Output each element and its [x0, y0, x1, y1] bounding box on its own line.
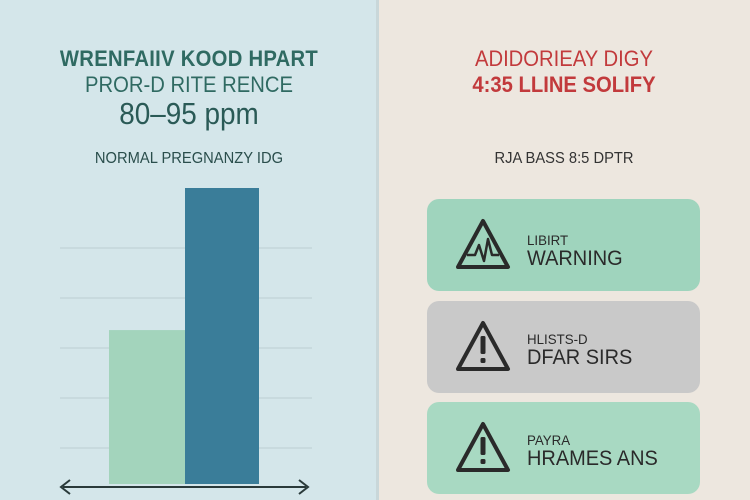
right-title-line2: 4:35 LLINE SOLIFY	[472, 72, 656, 97]
left-title-line1: WRENFAIIV KOOD HPART	[59, 46, 319, 71]
card-1-subtitle: LIBIRT	[527, 232, 569, 248]
heartbeat-warning-icon	[456, 219, 510, 269]
card-2-label: DFAR SIRS	[527, 346, 633, 369]
exclamation-warning-icon	[456, 422, 510, 472]
right-caption: RJA BASS 8:5 DPTR	[494, 150, 634, 167]
left-caption: NORMAL PREGNANZY IDG	[94, 150, 284, 167]
x-axis-left-arrow	[59, 479, 71, 495]
right-title-line1: ADIDORIEAY DIGY	[474, 46, 654, 71]
panel-divider	[376, 0, 379, 500]
card-2-subtitle: HLISTS-D	[527, 331, 588, 347]
x-axis-right-arrow	[298, 479, 310, 495]
warning-card-2[interactable]: HLISTS-D DFAR SIRS	[427, 301, 700, 393]
exclamation-warning-icon	[456, 321, 510, 371]
left-title-line2: PROR-D RITE RENCE	[84, 72, 294, 97]
warning-card-1[interactable]: LIBIRT WARNING	[427, 199, 700, 291]
bar-2	[185, 188, 259, 484]
card-3-label: HRAMES ANS	[527, 447, 658, 470]
bar-chart	[59, 188, 312, 495]
card-1-label: WARNING	[527, 247, 623, 270]
warning-card-3[interactable]: PAYRA HRAMES ANS	[427, 402, 700, 494]
heart-rate-value: 80–95 ppm	[119, 96, 259, 131]
bar-1	[109, 330, 185, 484]
card-3-subtitle: PAYRA	[527, 432, 571, 448]
